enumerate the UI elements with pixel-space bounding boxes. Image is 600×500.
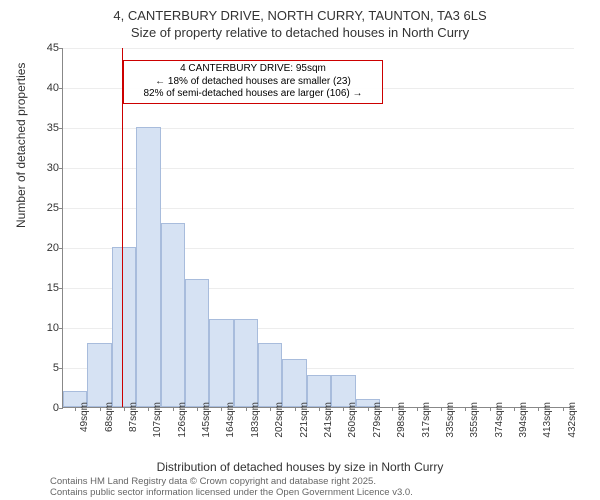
ytick-label: 10 <box>35 322 59 334</box>
xtick-label: 183sqm <box>250 402 261 438</box>
xtick-label: 317sqm <box>421 402 432 438</box>
xtick-label: 374sqm <box>494 402 505 438</box>
ytick-label: 45 <box>35 42 59 54</box>
ytick-label: 25 <box>35 202 59 214</box>
ytick-mark <box>59 168 63 169</box>
xtick-label: 221sqm <box>299 402 310 438</box>
xtick-mark <box>197 407 198 411</box>
histogram-bar <box>136 127 160 407</box>
ytick-mark <box>59 128 63 129</box>
xtick-label: 335sqm <box>445 402 456 438</box>
x-axis-label: Distribution of detached houses by size … <box>0 460 600 474</box>
title-line-1: 4, CANTERBURY DRIVE, NORTH CURRY, TAUNTO… <box>0 8 600 25</box>
title-line-2: Size of property relative to detached ho… <box>0 25 600 42</box>
xtick-mark <box>441 407 442 411</box>
footnote-line-1: Contains HM Land Registry data © Crown c… <box>50 477 413 487</box>
xtick-mark <box>148 407 149 411</box>
ytick-mark <box>59 408 63 409</box>
xtick-label: 298sqm <box>396 402 407 438</box>
xtick-label: 126sqm <box>177 402 188 438</box>
ytick-label: 15 <box>35 282 59 294</box>
xtick-mark <box>221 407 222 411</box>
histogram-bar <box>112 247 136 407</box>
ytick-mark <box>59 248 63 249</box>
ytick-label: 20 <box>35 242 59 254</box>
xtick-label: 394sqm <box>518 402 529 438</box>
histogram-bar <box>87 343 111 407</box>
xtick-label: 241sqm <box>323 402 334 438</box>
histogram-bar <box>258 343 282 407</box>
xtick-mark <box>246 407 247 411</box>
ytick-mark <box>59 288 63 289</box>
xtick-mark <box>514 407 515 411</box>
xtick-mark <box>100 407 101 411</box>
xtick-mark <box>538 407 539 411</box>
xtick-label: 260sqm <box>347 402 358 438</box>
xtick-mark <box>295 407 296 411</box>
histogram-bar <box>209 319 233 407</box>
xtick-mark <box>75 407 76 411</box>
xtick-mark <box>368 407 369 411</box>
xtick-mark <box>465 407 466 411</box>
y-axis-label: Number of detached properties <box>14 63 28 228</box>
ytick-mark <box>59 48 63 49</box>
property-callout: 4 CANTERBURY DRIVE: 95sqm ← 18% of detac… <box>123 60 383 104</box>
xtick-label: 355sqm <box>469 402 480 438</box>
ytick-label: 40 <box>35 82 59 94</box>
histogram-bar <box>234 319 258 407</box>
plot-area: 05101520253035404549sqm68sqm87sqm107sqm1… <box>62 48 574 408</box>
xtick-mark <box>417 407 418 411</box>
xtick-label: 164sqm <box>225 402 236 438</box>
ytick-mark <box>59 368 63 369</box>
ytick-mark <box>59 328 63 329</box>
xtick-mark <box>343 407 344 411</box>
ytick-label: 0 <box>35 402 59 414</box>
xtick-label: 413sqm <box>542 402 553 438</box>
ytick-label: 5 <box>35 362 59 374</box>
xtick-mark <box>319 407 320 411</box>
callout-line-3: 82% of semi-detached houses are larger (… <box>128 88 378 101</box>
ytick-mark <box>59 208 63 209</box>
xtick-label: 107sqm <box>152 402 163 438</box>
ytick-label: 30 <box>35 162 59 174</box>
gridline <box>63 48 574 49</box>
xtick-mark <box>392 407 393 411</box>
xtick-label: 202sqm <box>274 402 285 438</box>
callout-line-2: ← 18% of detached houses are smaller (23… <box>128 76 378 89</box>
footnote-line-2: Contains public sector information licen… <box>50 488 413 498</box>
xtick-mark <box>563 407 564 411</box>
ytick-label: 35 <box>35 122 59 134</box>
xtick-mark <box>270 407 271 411</box>
xtick-mark <box>124 407 125 411</box>
histogram-bar <box>282 359 306 407</box>
xtick-mark <box>173 407 174 411</box>
chart-title: 4, CANTERBURY DRIVE, NORTH CURRY, TAUNTO… <box>0 8 600 42</box>
ytick-mark <box>59 88 63 89</box>
chart-footnote: Contains HM Land Registry data © Crown c… <box>50 477 413 498</box>
histogram-bar <box>185 279 209 407</box>
property-size-histogram: 4, CANTERBURY DRIVE, NORTH CURRY, TAUNTO… <box>0 0 600 500</box>
xtick-label: 145sqm <box>201 402 212 438</box>
xtick-label: 279sqm <box>372 402 383 438</box>
histogram-bar <box>161 223 185 407</box>
xtick-mark <box>490 407 491 411</box>
xtick-label: 432sqm <box>567 402 578 438</box>
callout-line-1: 4 CANTERBURY DRIVE: 95sqm <box>128 63 378 76</box>
